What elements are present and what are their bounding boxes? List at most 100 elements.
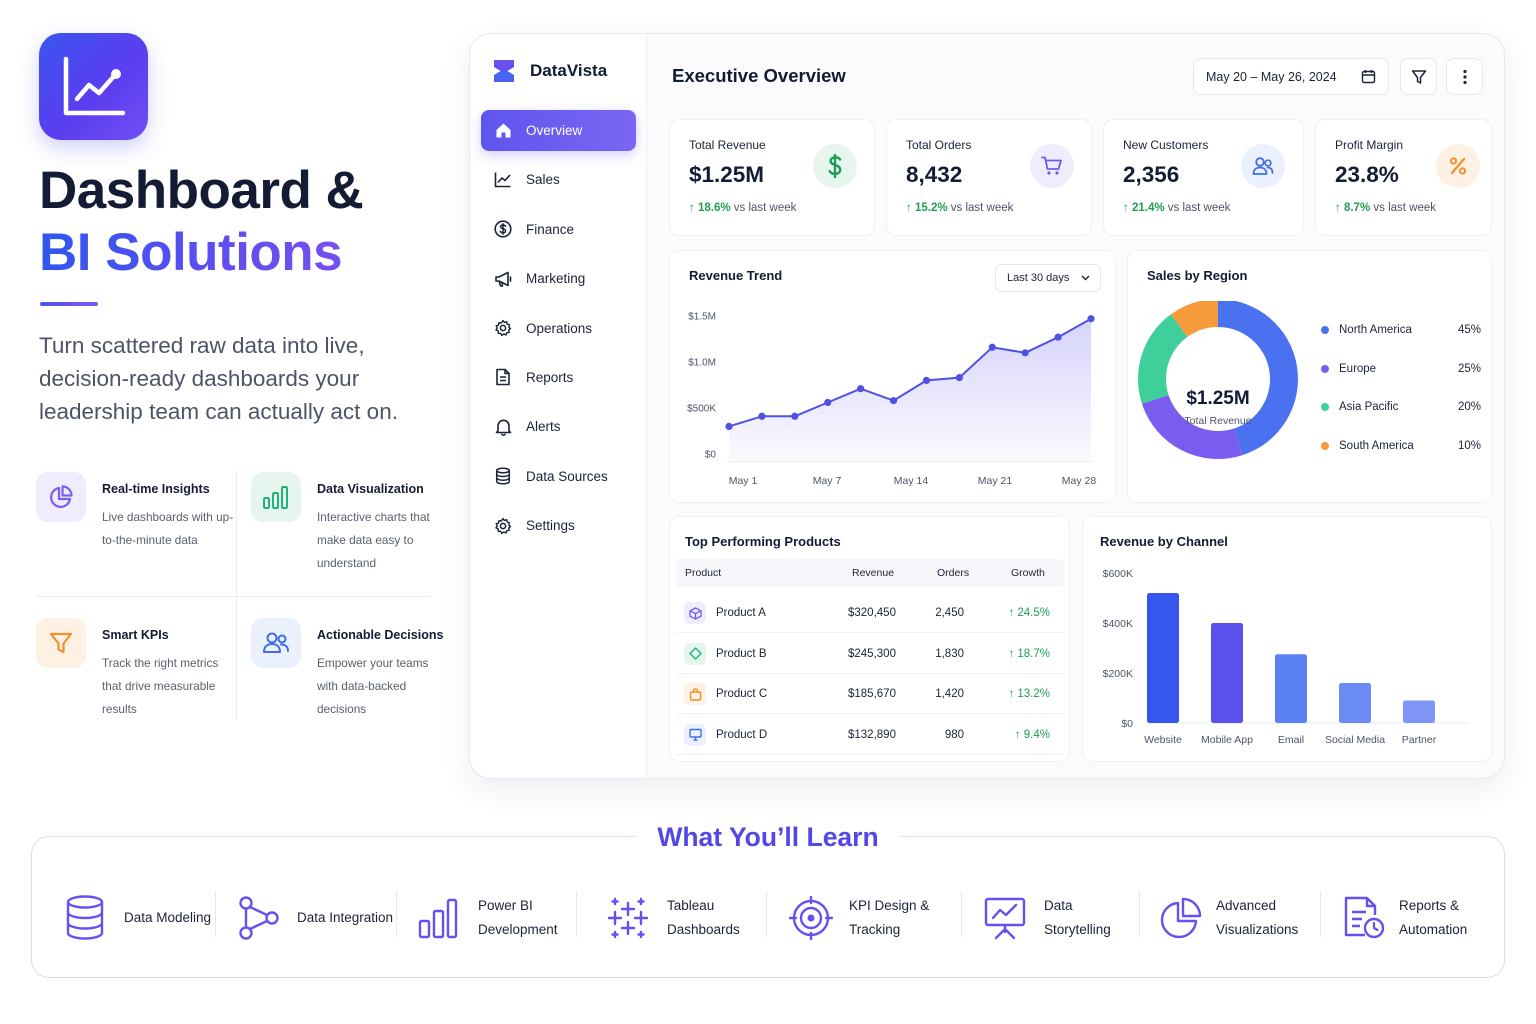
trend-point[interactable] [889, 397, 898, 405]
sidebar-item-overview[interactable]: Overview [481, 110, 636, 151]
sidebar-item-data-sources[interactable]: Data Sources [481, 456, 636, 497]
learn-item-label: Power BI Development [478, 898, 558, 937]
learn-section: Data Modeling Data Integration Power BI … [31, 836, 1505, 978]
channel-bar[interactable] [1403, 700, 1435, 724]
cart-icon [1030, 144, 1074, 188]
learn-item-label: Reports & Automation [1399, 898, 1468, 937]
kpi-card-total-orders[interactable]: Total Orders 8,432 ↑ 15.2% vs last week [886, 119, 1092, 236]
bell-icon [493, 417, 513, 437]
cube-icon [684, 602, 706, 624]
trend-point[interactable] [922, 376, 931, 384]
table-row[interactable]: Product D $132,890 980 ↑ 9.4% [676, 715, 1064, 755]
revenue-by-channel-panel: Revenue by Channel $0 $200K $400K $600K Webs… [1082, 516, 1492, 762]
legend-item: South America 10% [1321, 440, 1481, 452]
sidebar-item-sales[interactable]: Sales [481, 159, 636, 200]
trend-point[interactable] [1087, 315, 1095, 323]
x-tick-label: May 7 [813, 475, 842, 487]
more-vertical-icon [1462, 69, 1467, 84]
kpi-value: 2,356 [1123, 162, 1180, 187]
learn-item-label: Data Modeling [124, 910, 212, 925]
product-revenue: $185,670 [848, 688, 896, 700]
pie-chart-icon [36, 472, 86, 522]
table-row[interactable]: Product B $245,300 1,830 ↑ 18.7% [676, 634, 1064, 674]
legend-swatch [1321, 364, 1329, 373]
date-range-select[interactable]: Last 30 days [995, 264, 1101, 292]
product-growth-value: 24.5% [1017, 607, 1050, 619]
brand[interactable]: DataVista [492, 58, 607, 84]
sidebar: DataVista Overview Sales Finance Marketi… [470, 34, 647, 778]
learn-separator [766, 891, 767, 937]
sales-by-region-panel: Sales by Region $1.25M Total Revenue Nor… [1127, 250, 1492, 503]
chevron-down-icon [1081, 275, 1090, 281]
feature-text: Track the right metrics that drive measu… [102, 656, 219, 716]
kpi-card-profit-margin[interactable]: Profit Margin 23.8% ↑ 8.7% vs last week [1315, 119, 1492, 236]
donut-slice[interactable] [1170, 301, 1218, 337]
donut-slice[interactable] [1218, 301, 1298, 456]
kpi-card-total-revenue[interactable]: Total Revenue $1.25M ↑ 18.6% vs last wee… [669, 119, 875, 236]
learn-item-data-modeling: Data Modeling [65, 892, 234, 944]
trend-point[interactable] [791, 412, 799, 420]
product-orders: 980 [944, 728, 964, 741]
learn-separator [576, 891, 577, 937]
trend-point[interactable] [725, 422, 733, 430]
learn-item-label: Advanced Visualizations [1216, 898, 1299, 937]
sidebar-item-operations[interactable]: Operations [481, 308, 636, 349]
learn-title: What You’ll Learn [0, 822, 1536, 853]
table-row[interactable]: Product A $320,450 2,450 ↑ 24.5% [676, 593, 1064, 633]
sidebar-item-alerts[interactable]: Alerts [481, 406, 636, 447]
sidebar-item-reports[interactable]: Reports [481, 357, 636, 398]
up-arrow-icon: ↑ [1123, 202, 1132, 214]
sidebar-item-settings[interactable]: Settings [481, 505, 636, 546]
learn-item-advanced-visualizations: Advanced Visualizations [1160, 892, 1316, 944]
page-title: Executive Overview [672, 65, 846, 86]
donut-slice[interactable] [1138, 314, 1188, 404]
database-icon [493, 466, 513, 486]
trend-point[interactable] [1054, 333, 1062, 341]
kpi-value: $1.25M [689, 162, 765, 187]
bag-icon [684, 683, 706, 705]
legend-label: South America [1339, 439, 1414, 452]
revenue-trend-panel: Revenue Trend Last 30 days $0 $500K $1.0M $… [669, 250, 1116, 503]
product-revenue: $320,450 [848, 607, 896, 619]
channel-bar[interactable] [1147, 593, 1179, 723]
x-tick-label: Partner [1402, 734, 1437, 746]
kpi-card-new-customers[interactable]: New Customers 2,356 ↑ 21.4% vs last week [1103, 119, 1304, 236]
kpi-delta-value: 15.2% [914, 202, 948, 214]
legend-label: North America [1339, 324, 1412, 336]
trend-point[interactable] [1021, 349, 1029, 357]
channel-bar[interactable] [1211, 623, 1243, 723]
trend-point[interactable] [955, 374, 963, 382]
donut-slice[interactable] [1141, 395, 1243, 459]
feature-divider [236, 470, 237, 720]
sidebar-item-finance[interactable]: Finance [481, 209, 636, 250]
channel-bar[interactable] [1339, 683, 1371, 723]
product-name: Product D [716, 728, 768, 741]
trend-point[interactable] [857, 385, 865, 393]
kpi-value: 23.8% [1335, 162, 1399, 187]
date-range-picker[interactable]: May 20 – May 26, 2024 [1193, 58, 1389, 95]
hero-title-line2: BI Solutions [39, 222, 363, 284]
kpi-delta-suffix: vs last week [733, 202, 797, 214]
trend-point[interactable] [758, 412, 766, 420]
y-tick-label: $600K [1103, 568, 1133, 580]
product-revenue: $245,300 [848, 647, 896, 660]
report-clock-icon [1344, 896, 1385, 939]
users-icon [251, 618, 301, 668]
sidebar-item-marketing[interactable]: Marketing [481, 258, 636, 299]
donut-center-value: $1.25M [1186, 388, 1250, 409]
product-growth: ↑ 9.4% [1014, 728, 1050, 741]
trend-point[interactable] [824, 398, 832, 407]
legend-value: 10% [1457, 439, 1481, 452]
trend-point[interactable] [988, 343, 996, 351]
filter-button[interactable] [1400, 58, 1437, 95]
more-options-button[interactable] [1446, 58, 1483, 95]
product-orders: 1,830 [935, 647, 964, 660]
trend-line [728, 317, 1092, 428]
hero-logo [39, 33, 148, 140]
x-tick-label: Mobile App [1201, 734, 1253, 746]
table-row[interactable]: Product C $185,670 1,420 ↑ 13.2% [676, 674, 1064, 714]
panel-title: Top Performing Products [685, 534, 841, 549]
column-header: Orders [937, 567, 970, 579]
panel-title: Sales by Region [1147, 268, 1248, 283]
channel-bar[interactable] [1275, 654, 1307, 723]
